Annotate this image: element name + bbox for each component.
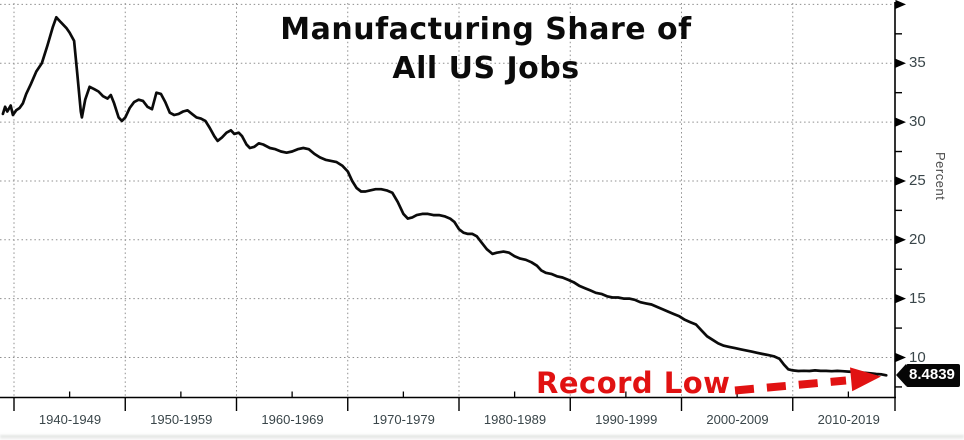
manufacturing-share-line	[1, 15, 888, 377]
y-axis-title: Percent	[933, 152, 948, 201]
y-major-tick-arrow-icon	[895, 176, 906, 186]
y-tick-label-10: 10	[909, 348, 926, 366]
current-value-badge: 8.4839	[896, 363, 960, 387]
x-decade-label-1990-1999: 1990-1999	[595, 412, 658, 427]
record-low-arrowhead-icon	[850, 367, 881, 392]
bottom-edge-artifact	[0, 435, 964, 440]
y-major-tick-arrow-icon	[895, 0, 906, 9]
y-tick-label-25: 25	[909, 171, 926, 189]
x-decade-label-1970-1979: 1970-1979	[372, 412, 435, 427]
y-major-tick-arrow-icon	[895, 294, 906, 304]
x-decade-label-2010-2019: 2010-2019	[817, 412, 880, 427]
x-decade-label-1980-1989: 1980-1989	[483, 412, 547, 427]
y-tick-label-35: 35	[909, 54, 926, 72]
x-decade-label-1950-1959: 1950-1959	[150, 412, 213, 427]
y-tick-label-15: 15	[909, 289, 926, 307]
x-decade-label-1960-1969: 1960-1969	[261, 412, 324, 427]
current-value-label: 8.4839	[906, 363, 960, 387]
y-tick-label-30: 30	[909, 113, 926, 131]
x-decade-label-2000-2009: 2000-2009	[706, 412, 769, 427]
badge-pointer-icon	[896, 364, 906, 387]
y-major-tick-arrow-icon	[895, 58, 906, 68]
y-major-tick-arrow-icon	[895, 353, 906, 362]
record-low-annotation: Record Low	[536, 366, 731, 400]
y-major-tick-arrow-icon	[895, 235, 906, 245]
y-tick-label-20: 20	[909, 230, 926, 248]
chart-title: Manufacturing Share of All US Jobs	[240, 10, 732, 88]
x-decade-label-1940-1949: 1940-1949	[38, 412, 102, 427]
record-low-arrow-shaft	[734, 376, 847, 395]
chart-title-line2: All US Jobs	[392, 51, 580, 86]
chart-title-line1: Manufacturing Share of	[280, 12, 692, 47]
y-major-tick-arrow-icon	[895, 117, 906, 127]
